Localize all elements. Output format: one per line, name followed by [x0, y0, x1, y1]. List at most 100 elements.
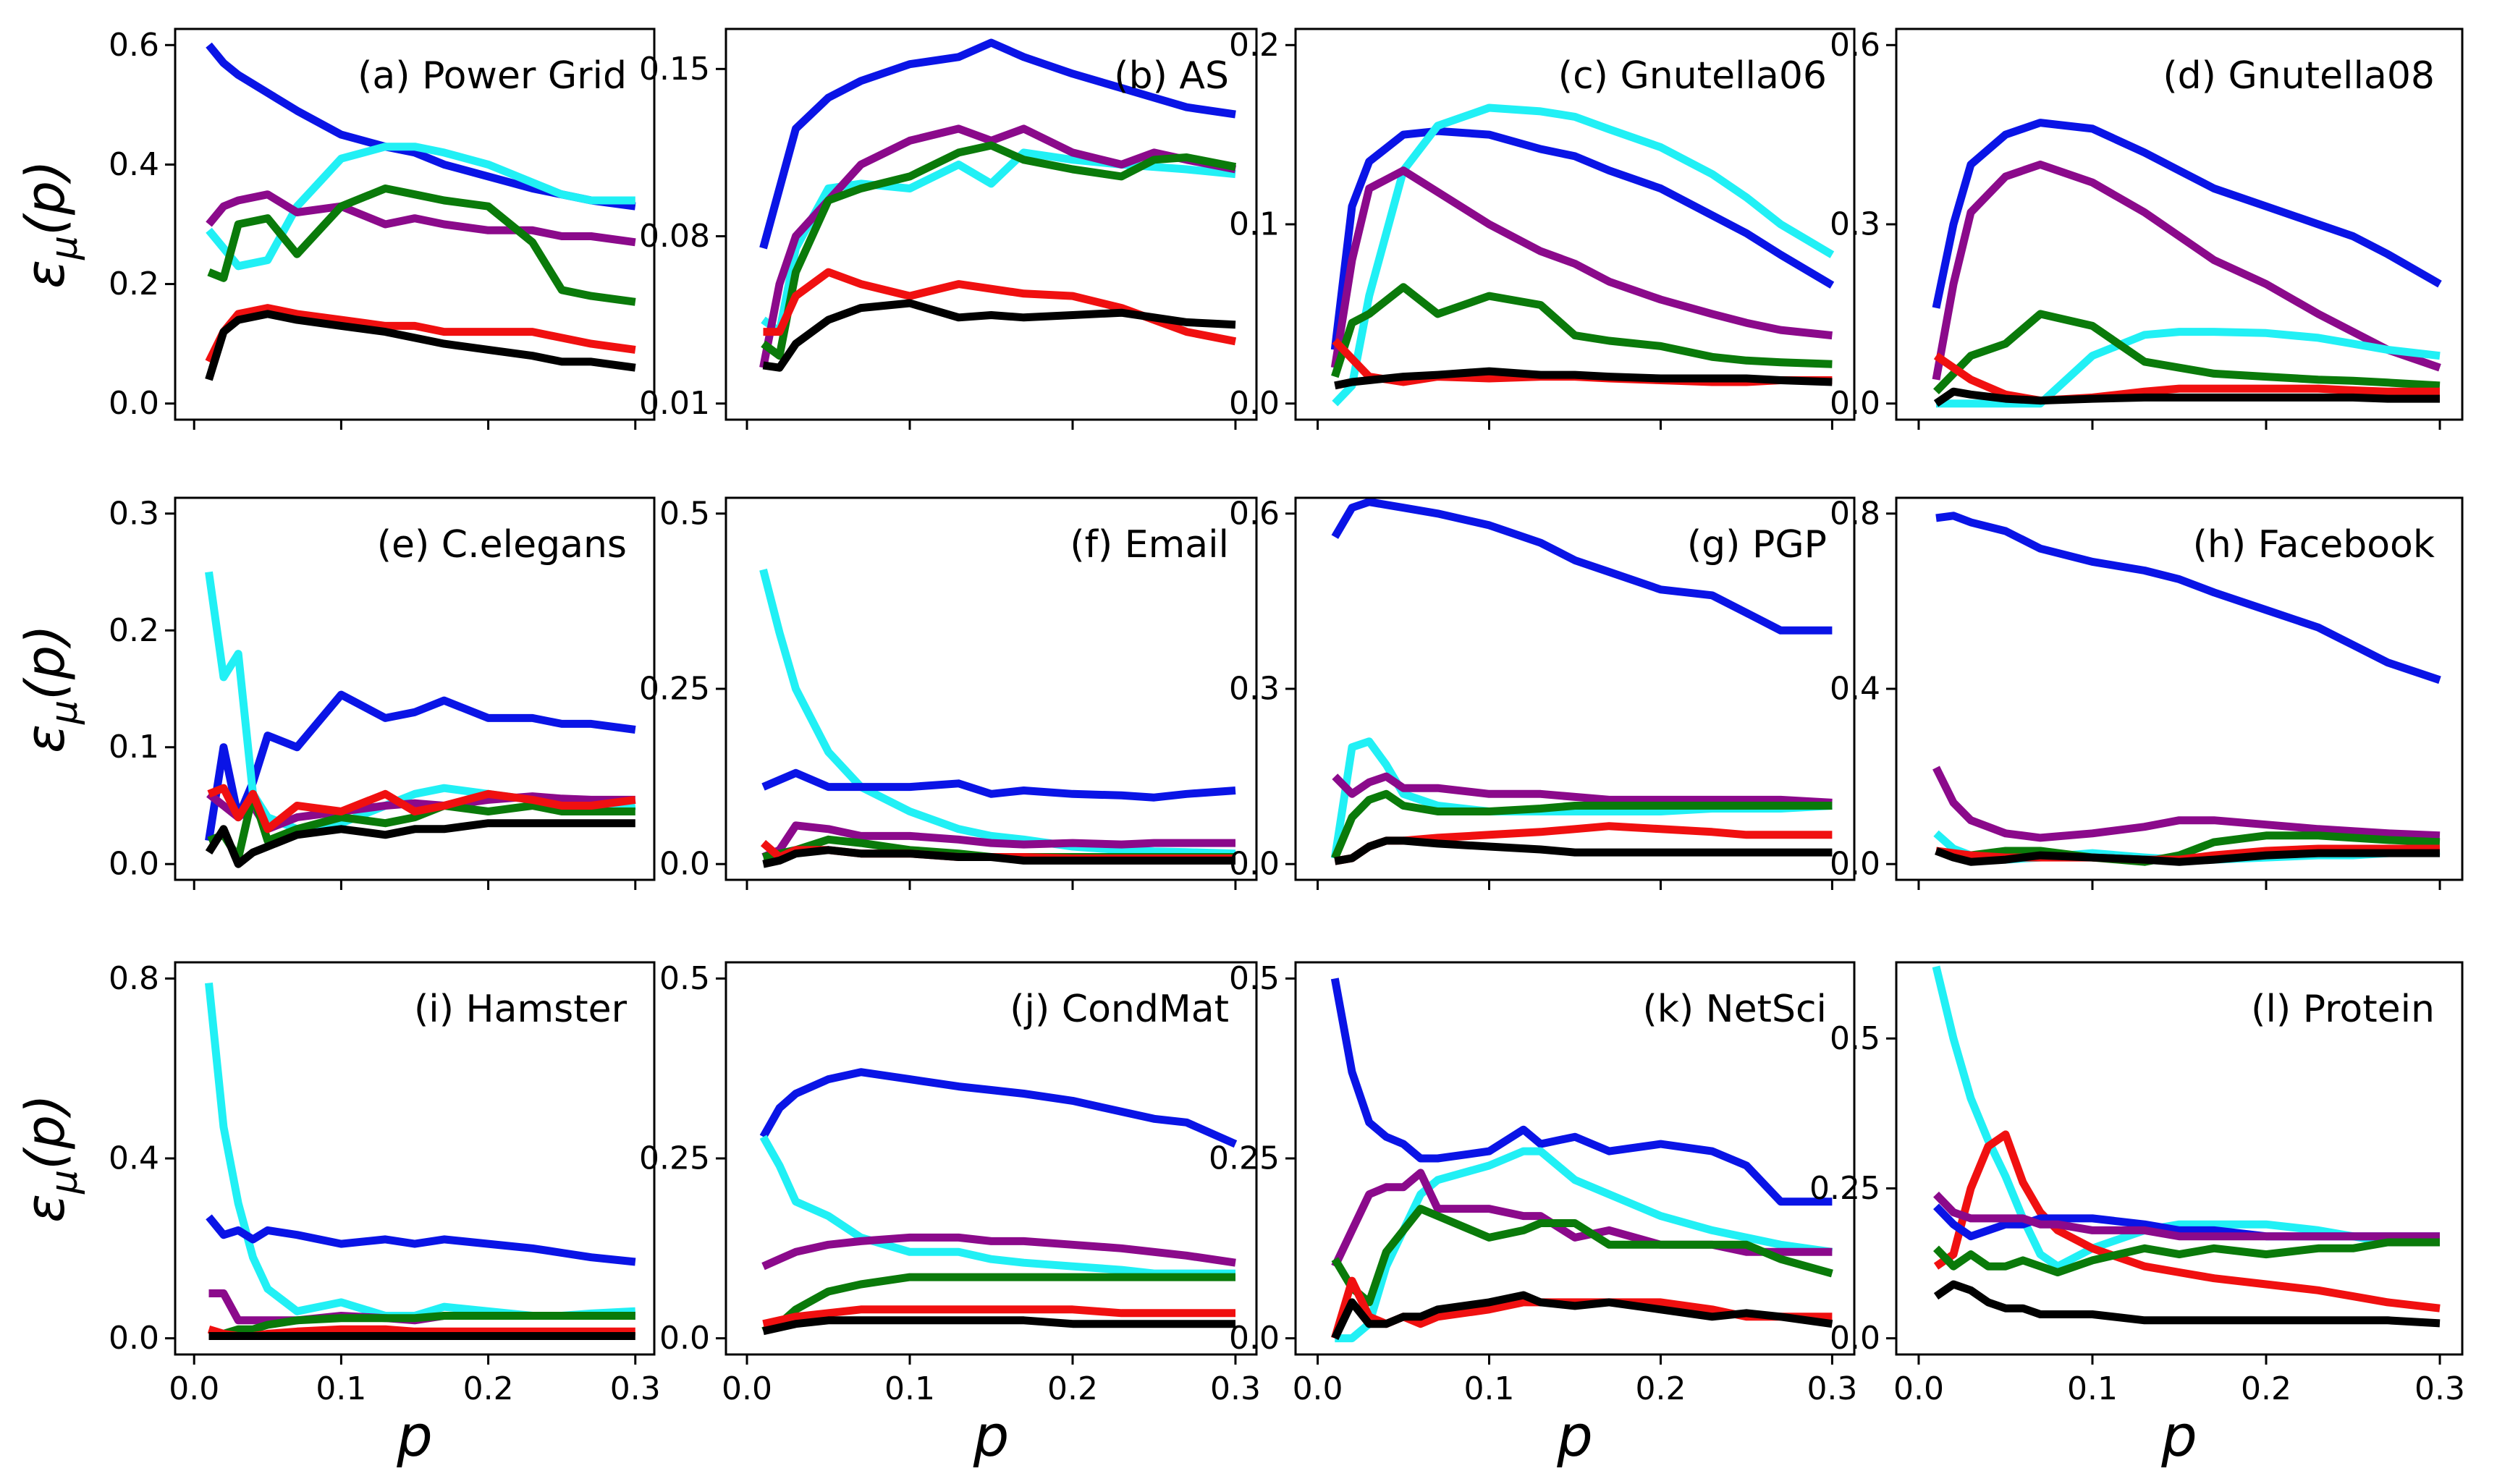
y-tick-label: 0.08: [639, 218, 710, 255]
y-tick-label: 0.2: [1229, 27, 1280, 64]
series-lines: [759, 1068, 1238, 1336]
panel-title: (i) Hamster: [414, 988, 628, 1031]
series-line-cyan: [759, 1135, 1235, 1278]
series-line-black: [1331, 1291, 1833, 1340]
series-line-red: [762, 1305, 1235, 1328]
series-line-black: [1933, 1280, 2441, 1328]
y-tick-label: 0.0: [659, 1320, 710, 1357]
y-label-subscript: μ: [43, 1170, 86, 1195]
panel-title: (f) Email: [1070, 523, 1229, 567]
series-line-red: [1933, 352, 2440, 405]
panel-k: 0.0 0.25 0.5 0.0 0.1 0.2 0.3 (k) NetSci: [1209, 960, 1857, 1407]
y-tick-label: 0.0: [1229, 846, 1280, 883]
series-line-cyan: [759, 568, 1236, 858]
x-tick-label: 0.1: [2067, 1370, 2118, 1407]
y-tick-label: 0.5: [659, 960, 710, 997]
y-label-tail: (p): [14, 160, 77, 236]
series-line-blue: [759, 38, 1236, 250]
y-tick-label: 0.25: [639, 1140, 710, 1177]
x-axis-label: p: [2160, 1404, 2197, 1470]
series-lines: [205, 42, 636, 381]
series-lines: [1330, 978, 1833, 1343]
panel-title: (g) PGP: [1687, 523, 1827, 567]
panel-title: (e) C.elegans: [377, 523, 627, 567]
panel-a: 0.0 0.2 0.4 0.6 (a) Power Grid: [109, 27, 656, 430]
series-line-green: [1331, 283, 1833, 378]
y-label-epsilon: ε: [14, 260, 77, 289]
panel-title: (a) Power Grid: [358, 54, 627, 98]
plot-frame: [1895, 961, 2464, 1356]
y-tick-label: 0.3: [1229, 671, 1280, 708]
series-line-red: [1331, 1276, 1833, 1340]
series-line-green: [208, 1312, 635, 1338]
panel-h: 0.0 0.4 0.8 (h) Facebook: [1830, 495, 2464, 890]
y-tick-label: 0.2: [109, 612, 159, 649]
series-line-purple: [1330, 166, 1833, 369]
panel-title: (d) Gnutella08: [2163, 54, 2435, 98]
series-line-blue: [1935, 512, 2441, 684]
series-line-red: [763, 268, 1237, 346]
panel-title: (c) Gnutella06: [1558, 54, 1827, 98]
y-tick-label: 0.0: [109, 846, 159, 883]
x-tick-label: 0.3: [1807, 1370, 1857, 1407]
series-lines: [759, 568, 1236, 868]
y-tick-label: 0.1: [109, 729, 159, 766]
y-label-tail: (p): [14, 624, 77, 700]
series-lines: [759, 38, 1237, 372]
y-axis-label: εμ(p): [14, 160, 86, 289]
x-axis-label: p: [973, 1404, 1010, 1470]
series-line-red: [207, 784, 636, 834]
y-tick-label: 0.15: [639, 51, 710, 88]
series-line-black: [762, 1316, 1235, 1336]
x-axis-label: p: [1556, 1404, 1593, 1470]
series-line-red: [1933, 1130, 2441, 1313]
panel-title: (l) Protein: [2251, 988, 2435, 1031]
series-line-purple: [761, 1233, 1236, 1271]
series-line-red: [205, 304, 636, 364]
series-line-blue: [206, 1214, 636, 1266]
series-line-cyan: [205, 983, 636, 1320]
series-lines: [205, 571, 636, 868]
y-tick-label: 0.5: [1229, 960, 1280, 997]
panel-b: 0.01 0.08 0.15 (b) AS: [639, 27, 1258, 430]
series-line-cyan: [1335, 1147, 1833, 1343]
series-line-purple: [206, 190, 636, 247]
series-line-black: [205, 310, 636, 381]
series-lines: [1330, 498, 1833, 865]
y-label-epsilon: ε: [14, 724, 77, 753]
y-tick-label: 0.0: [1830, 846, 1880, 883]
x-tick-label: 0.0: [722, 1370, 772, 1407]
panel-e: 0.0 0.1 0.2 0.3 (e) C.elegans: [109, 495, 656, 890]
x-tick-label: 0.0: [169, 1370, 219, 1407]
y-tick-label: 0.0: [109, 385, 159, 422]
y-tick-label: 0.5: [659, 495, 710, 532]
y-tick-label: 0.0: [1229, 1320, 1280, 1357]
panel-i: 0.0 0.4 0.8 0.0 0.1 0.2 0.3 (i) Hamster: [109, 960, 661, 1407]
series-lines: [1932, 119, 2442, 408]
panel-grid: 0.0 0.2 0.4 0.6 (a) Power Grid 0.01 0.08 0.15 (b…: [109, 27, 2465, 1407]
series-line-black: [762, 846, 1235, 868]
x-axis-label: p: [396, 1404, 433, 1470]
series-line-green: [207, 789, 635, 862]
x-tick-label: 0.2: [1635, 1370, 1686, 1407]
y-tick-label: 0.5: [1830, 1020, 1880, 1057]
y-tick-label: 0.0: [109, 1320, 159, 1357]
y-tick-label: 0.0: [1830, 385, 1880, 422]
plot-frame: [724, 27, 1258, 421]
y-tick-label: 0.8: [1830, 495, 1880, 532]
series-line-purple: [1332, 772, 1833, 807]
panel-j: 0.0 0.25 0.5 0.0 0.1 0.2 0.3 (j) CondMat: [639, 960, 1261, 1407]
series-line-black: [762, 299, 1236, 372]
y-label-tail: (p): [14, 1094, 77, 1170]
y-tick-label: 0.8: [109, 960, 159, 997]
x-tick-label: 0.3: [1210, 1370, 1261, 1407]
series-line-black: [1334, 367, 1833, 390]
series-line-purple: [1932, 766, 2441, 842]
series-line-black: [1935, 847, 2440, 866]
series-lines: [1932, 965, 2441, 1328]
y-tick-label: 0.0: [1229, 385, 1280, 422]
y-axis-label: εμ(p): [14, 1094, 86, 1223]
x-tick-label: 0.2: [1047, 1370, 1098, 1407]
y-tick-label: 0.25: [1209, 1140, 1280, 1177]
